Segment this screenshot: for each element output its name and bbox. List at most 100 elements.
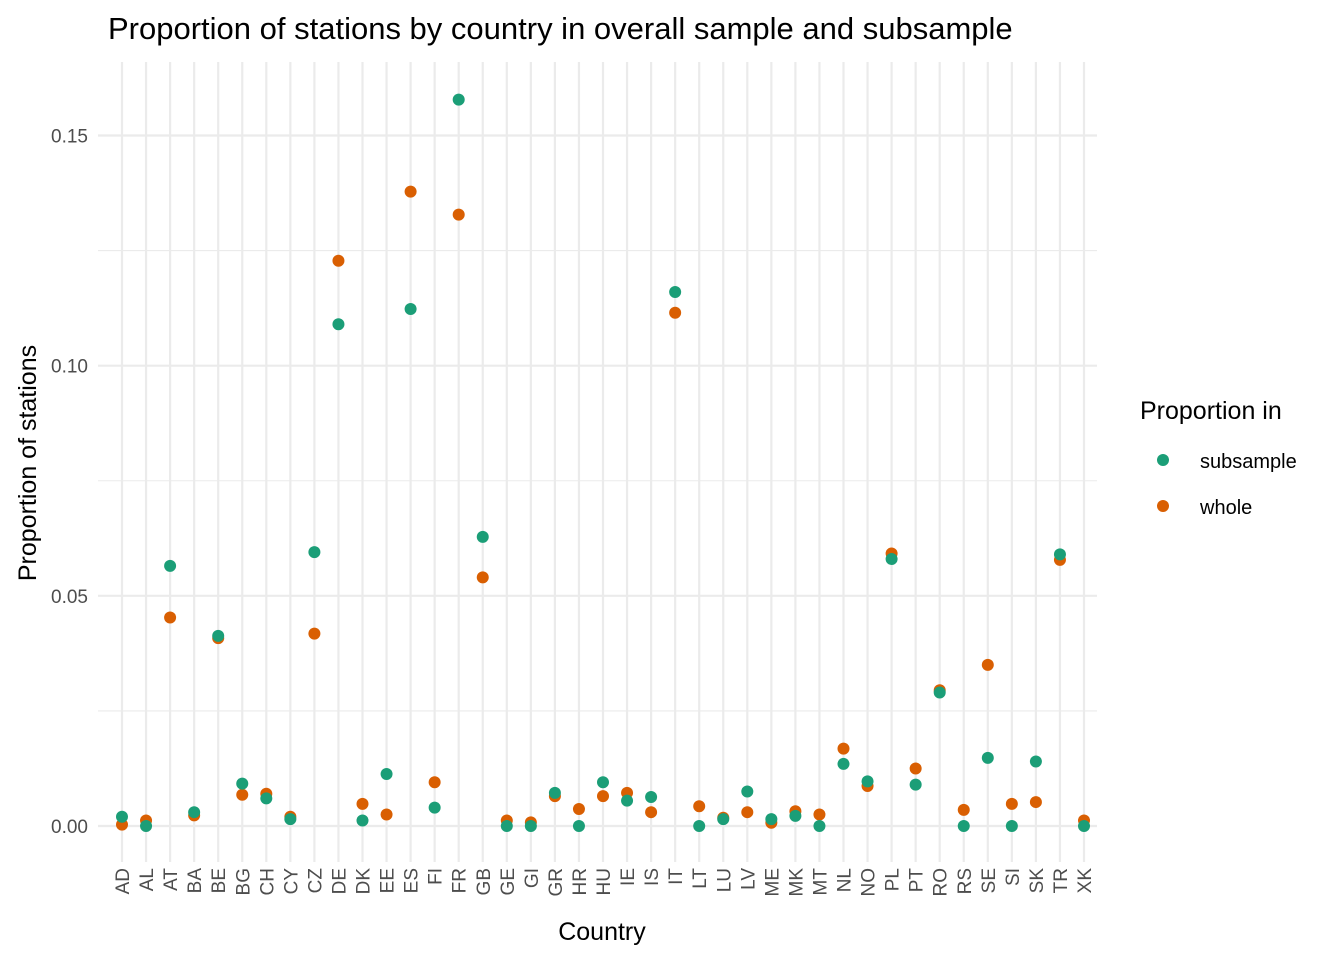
x-axis-title: Country	[558, 918, 646, 946]
x-tick-label: TR	[1051, 868, 1072, 893]
point-subsample-PL	[885, 553, 898, 566]
point-whole-CZ	[308, 627, 321, 640]
point-subsample-BA	[188, 806, 201, 819]
point-whole-AT	[164, 611, 177, 624]
y-tick-label: 0.00	[51, 817, 88, 838]
point-subsample-FR	[452, 93, 465, 106]
x-tick-label: BG	[233, 868, 254, 895]
x-tick-label: IE	[618, 868, 639, 886]
point-subsample-BG	[236, 777, 249, 790]
point-subsample-EE	[380, 767, 393, 780]
point-subsample-RS	[957, 820, 970, 832]
point-whole-SE	[981, 658, 994, 671]
point-whole-GB	[476, 571, 489, 584]
point-whole-SK	[1029, 796, 1042, 809]
point-subsample-AL	[140, 820, 153, 832]
point-whole-NL	[837, 742, 850, 755]
point-subsample-GR	[548, 786, 561, 799]
point-subsample-NO	[861, 775, 874, 788]
point-whole-LT	[693, 800, 706, 813]
point-whole-ES	[404, 185, 417, 198]
x-tick-label: LU	[714, 868, 735, 892]
x-tick-label: MK	[786, 868, 807, 897]
series-subsample-points	[116, 93, 1090, 832]
x-tick-label: FR	[450, 868, 471, 893]
point-subsample-LV	[741, 785, 754, 798]
x-tick-label: AT	[161, 868, 182, 891]
y-axis-title: Proportion of stations	[14, 345, 42, 581]
point-subsample-MT	[813, 820, 826, 832]
point-whole-IT	[669, 306, 682, 319]
x-tick-label: SK	[1027, 868, 1048, 894]
y-axis-ticks: 0.00 0.05 0.10 0.15	[51, 127, 88, 839]
x-tick-label: LT	[690, 868, 711, 889]
point-whole-PT	[909, 762, 922, 775]
x-tick-label: DE	[329, 868, 350, 894]
point-whole-SI	[1005, 797, 1018, 810]
x-tick-label: IS	[642, 868, 663, 886]
point-subsample-GI	[524, 820, 537, 832]
x-tick-label: PT	[907, 868, 928, 893]
point-subsample-BE	[212, 629, 225, 642]
point-subsample-RO	[933, 686, 946, 699]
point-subsample-GB	[476, 530, 489, 543]
point-subsample-AD	[116, 810, 128, 823]
x-tick-label: EE	[378, 868, 399, 893]
point-subsample-SI	[1005, 820, 1018, 832]
point-subsample-TR	[1053, 548, 1066, 561]
point-subsample-MK	[789, 809, 802, 822]
x-tick-label: PL	[883, 868, 904, 891]
x-tick-label: BA	[185, 868, 206, 894]
point-whole-FI	[428, 776, 441, 789]
x-tick-label: DK	[354, 868, 375, 895]
x-tick-label: GB	[474, 868, 495, 895]
x-tick-label: MT	[810, 868, 831, 896]
x-tick-label: GR	[546, 868, 567, 897]
x-tick-label: XK	[1075, 868, 1096, 894]
x-tick-label: CY	[281, 868, 302, 895]
legend-label-subsample: subsample	[1200, 451, 1297, 473]
point-subsample-IT	[669, 286, 682, 299]
y-tick-label: 0.10	[51, 357, 88, 378]
x-tick-label: ME	[762, 868, 783, 897]
x-tick-label: AD	[113, 868, 134, 894]
x-tick-label: NO	[859, 868, 880, 897]
point-subsample-HR	[572, 820, 585, 832]
point-whole-BG	[236, 788, 249, 801]
x-tick-label: HR	[570, 868, 591, 895]
point-subsample-NL	[837, 757, 850, 770]
legend-key-whole	[1157, 500, 1169, 512]
x-tick-label: IT	[666, 868, 687, 885]
legend-title: Proportion in	[1140, 397, 1282, 425]
point-whole-DE	[332, 254, 345, 267]
point-whole-DK	[356, 797, 369, 810]
x-tick-label: AL	[137, 868, 158, 891]
point-subsample-PT	[909, 778, 922, 791]
x-tick-label: SE	[979, 868, 1000, 893]
point-subsample-IE	[621, 794, 634, 807]
x-tick-label: GI	[522, 868, 543, 888]
y-tick-label: 0.05	[51, 587, 88, 608]
point-whole-IS	[645, 806, 658, 819]
x-tick-label: CH	[257, 868, 278, 895]
x-tick-label: BE	[209, 868, 230, 893]
y-tick-label: 0.15	[51, 127, 88, 148]
point-subsample-HU	[597, 776, 609, 789]
point-subsample-SK	[1029, 755, 1042, 768]
x-tick-label: GE	[498, 868, 519, 895]
point-subsample-CZ	[308, 546, 321, 559]
x-tick-label: ES	[402, 868, 423, 893]
x-tick-label: LV	[738, 868, 759, 890]
point-whole-HR	[572, 802, 585, 815]
x-tick-label: NL	[835, 868, 856, 892]
point-subsample-AT	[164, 559, 177, 572]
point-whole-LV	[741, 806, 754, 819]
x-tick-label: SI	[1003, 868, 1024, 886]
legend-key-subsample	[1157, 454, 1169, 466]
point-whole-HU	[597, 790, 609, 803]
x-tick-label: CZ	[305, 868, 326, 894]
point-subsample-FI	[428, 801, 441, 814]
point-subsample-ES	[404, 303, 417, 316]
